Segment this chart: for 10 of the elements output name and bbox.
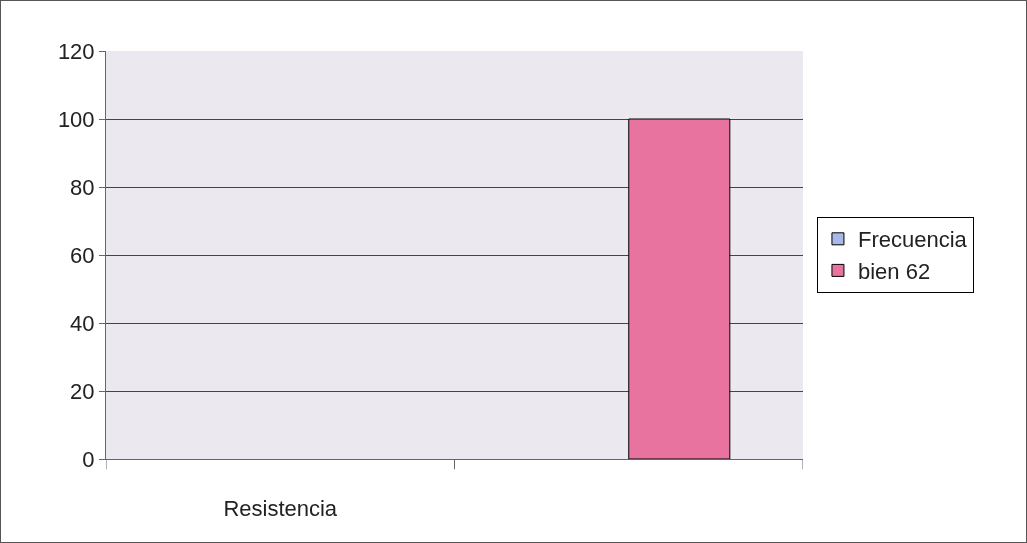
y-tick-label: 40 [70, 310, 95, 336]
y-tick-label: 120 [57, 38, 95, 64]
legend-label: bien 62 [857, 258, 931, 284]
x-tick-label: Resistencia [223, 496, 338, 522]
y-tick-label: 20 [70, 378, 95, 404]
y-tick-label: 0 [82, 446, 95, 472]
legend-label: Frecuencia [857, 227, 968, 253]
y-tick-label: 100 [57, 106, 95, 132]
y-tick-label: 60 [70, 242, 95, 268]
y-tick-label: 80 [70, 174, 95, 200]
